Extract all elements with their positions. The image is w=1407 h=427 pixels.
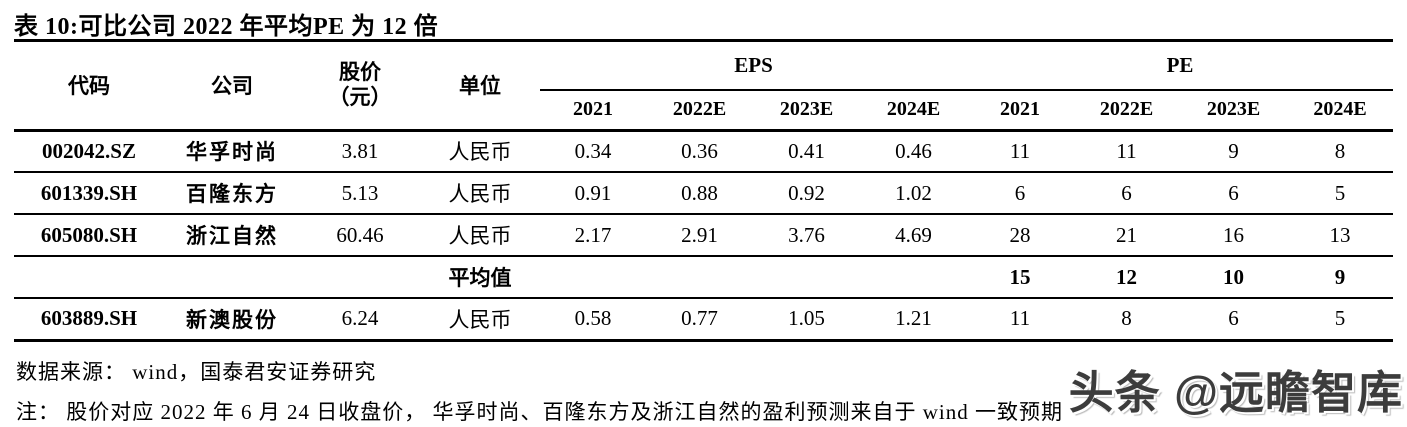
cell-pe-2022e: 8 [1073,298,1181,342]
cell-unit: 人民币 [420,298,540,342]
table-row: 605080.SH 浙江自然 60.46 人民币 2.17 2.91 3.76 … [14,214,1394,257]
cell-eps-2022e: 0.88 [646,172,753,215]
cell-eps-2021: 0.91 [540,172,646,215]
col-header-pe-2023e: 2023E [1180,90,1288,132]
col-header-price-line2: （元） [328,85,392,110]
comparable-companies-table: 代码 公司 股价 （元） 单位 EPS PE 2021 2022E 2023E … [14,42,1394,342]
cell-price: 5.13 [300,172,420,215]
cell-company: 浙江自然 [164,214,300,257]
cell-code: 605080.SH [14,214,164,257]
cell-eps-2021: 0.34 [540,130,646,173]
cell-eps-2023e: 3.76 [753,214,860,257]
cell-pe-2024e: 13 [1287,214,1394,257]
cell-pe-2021: 28 [967,214,1074,257]
cell-eps-2024e: 1.21 [860,298,968,342]
table-row: 002042.SZ 华孚时尚 3.81 人民币 0.34 0.36 0.41 0… [14,130,1394,173]
cell-pe-2024e: 8 [1287,130,1394,173]
group-header-row: 代码 公司 股价 （元） 单位 EPS PE [14,42,1394,132]
cell-eps-2023e: 1.05 [753,298,860,342]
table-title: 表 10:可比公司 2022 年平均PE 为 12 倍 [14,14,439,40]
cell-price: 3.81 [300,130,420,173]
col-header-eps-2021: 2021 [540,90,646,132]
cell-pe-2024e: 5 [1287,298,1394,342]
col-header-eps-2023e: 2023E [753,90,860,132]
cell-code: 601339.SH [14,172,164,215]
cell-eps-2022e [646,256,753,299]
cell-eps-2023e: 0.92 [753,172,860,215]
cell-code: 603889.SH [14,298,164,342]
cell-code: 002042.SZ [14,130,164,173]
cell-eps-2022e: 2.91 [646,214,753,257]
year-header-row: 2021 2022E 2023E 2024E 2021 2022E 2023E … [14,90,1394,132]
table-row: 601339.SH 百隆东方 5.13 人民币 0.91 0.88 0.92 1… [14,172,1394,215]
col-header-eps-2024e: 2024E [860,90,968,132]
cell-eps-2024e: 4.69 [860,214,968,257]
cell-unit: 人民币 [420,214,540,257]
table-row: 603889.SH 新澳股份 6.24 人民币 0.58 0.77 1.05 1… [14,298,1394,342]
cell-price: 60.46 [300,214,420,257]
cell-eps-2021: 2.17 [540,214,646,257]
cell-eps-2022e: 0.77 [646,298,753,342]
group-header-pe: PE [967,42,1394,91]
col-header-pe-2022e: 2022E [1073,90,1181,132]
cell-company: 华孚时尚 [164,130,300,173]
col-header-price: 股价 （元） [300,42,420,132]
cell-eps-2024e: 0.46 [860,130,968,173]
cell-pe-2022e: 21 [1073,214,1181,257]
watermark-text: 头条 @远瞻智库 [1068,367,1403,418]
cell-pe-2023e: 6 [1180,298,1288,342]
cell-pe-2021: 11 [967,130,1074,173]
cell-code [14,256,164,299]
cell-unit: 人民币 [420,172,540,215]
cell-pe-2023e: 16 [1180,214,1288,257]
cell-company [164,256,300,299]
data-source-text: 数据来源： wind，国泰君安证券研究 [16,360,377,384]
col-header-eps-2022e: 2022E [646,90,753,132]
col-header-company: 公司 [164,42,300,132]
group-header-eps: EPS [540,42,968,91]
cell-average-label: 平均值 [420,256,540,299]
cell-eps-2021: 0.58 [540,298,646,342]
cell-pe-2022e: 12 [1073,256,1181,299]
cell-pe-2021: 11 [967,298,1074,342]
col-header-unit: 单位 [420,42,540,132]
cell-pe-2023e: 10 [1180,256,1288,299]
cell-eps-2024e: 1.02 [860,172,968,215]
col-header-price-line1: 股价 [339,60,381,85]
cell-unit: 人民币 [420,130,540,173]
col-header-pe-2024e: 2024E [1287,90,1394,132]
cell-pe-2021: 15 [967,256,1074,299]
footnote-text: 注： 股价对应 2022 年 6 月 24 日收盘价， 华孚时尚、百隆东方及浙江… [16,400,1063,424]
title-divider [14,39,1393,42]
col-header-pe-2021: 2021 [967,90,1074,132]
cell-price [300,256,420,299]
col-header-code: 代码 [14,42,164,132]
table-row-average: 平均值 15 12 10 9 [14,256,1394,299]
cell-price: 6.24 [300,298,420,342]
cell-pe-2023e: 6 [1180,172,1288,215]
cell-company: 百隆东方 [164,172,300,215]
cell-pe-2021: 6 [967,172,1074,215]
cell-eps-2023e: 0.41 [753,130,860,173]
cell-pe-2024e: 5 [1287,172,1394,215]
cell-pe-2022e: 6 [1073,172,1181,215]
cell-company: 新澳股份 [164,298,300,342]
cell-eps-2021 [540,256,646,299]
cell-pe-2022e: 11 [1073,130,1181,173]
cell-pe-2024e: 9 [1287,256,1394,299]
cell-pe-2023e: 9 [1180,130,1288,173]
cell-eps-2024e [860,256,968,299]
cell-eps-2023e [753,256,860,299]
cell-eps-2022e: 0.36 [646,130,753,173]
